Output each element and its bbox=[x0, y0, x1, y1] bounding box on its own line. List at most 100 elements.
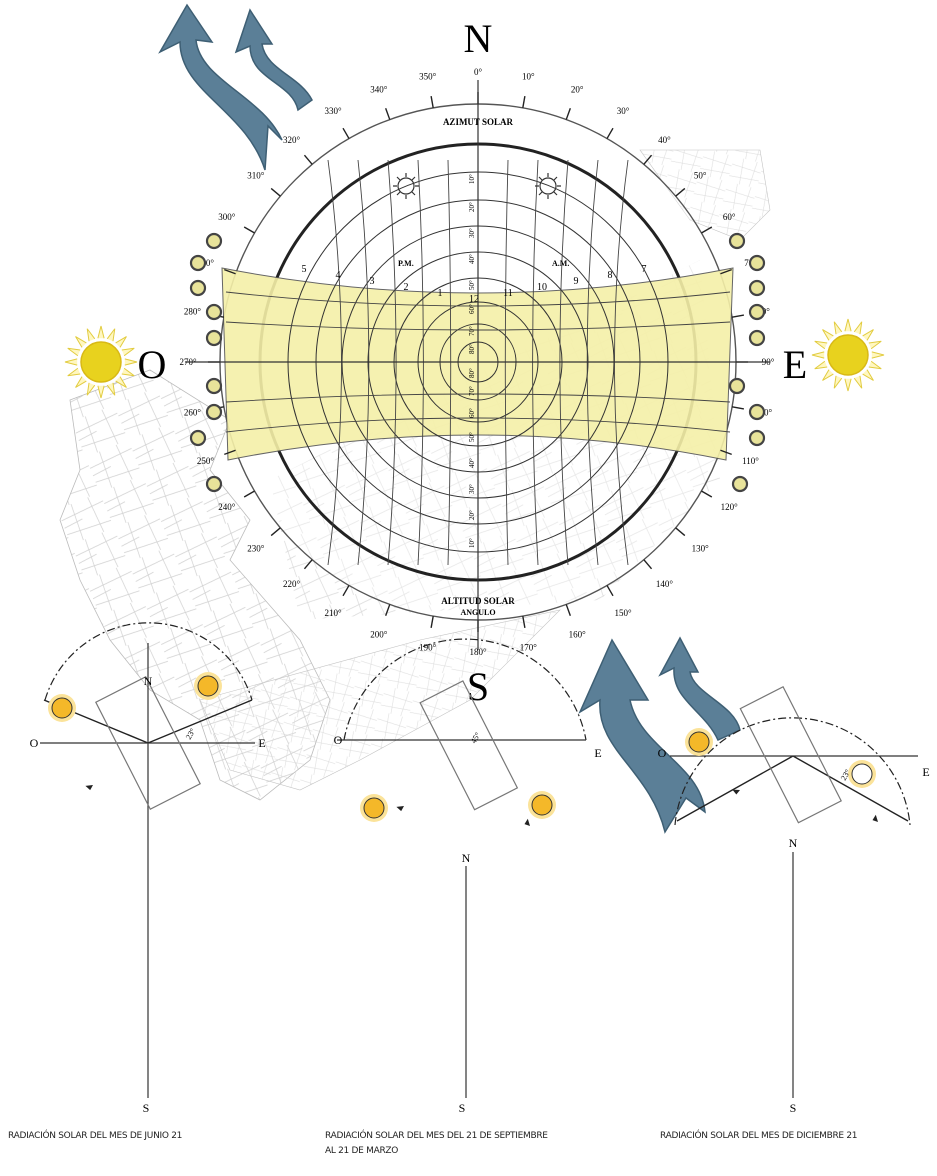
arc-arrowhead bbox=[872, 814, 878, 822]
altitude-tick-label: 30° bbox=[468, 228, 476, 238]
sun-icon bbox=[688, 731, 710, 753]
sun-marker-icon bbox=[731, 475, 749, 493]
azimuth-tick-label: 300° bbox=[218, 212, 236, 222]
sun-ray bbox=[67, 367, 81, 377]
sun-marker-icon bbox=[748, 279, 766, 297]
hour-label: 10 bbox=[537, 282, 547, 293]
sun-marker-icon bbox=[748, 329, 766, 347]
sun-path-arc bbox=[44, 622, 253, 701]
altitude-tick-label: 20° bbox=[468, 202, 476, 212]
altitude-tick-label: 10° bbox=[468, 174, 476, 184]
azimuth-tick bbox=[303, 559, 313, 570]
sun-west-icon bbox=[64, 325, 138, 399]
sun-marker-icon bbox=[189, 429, 207, 447]
azimuth-tick bbox=[384, 108, 391, 120]
azimuth-tick bbox=[342, 585, 350, 597]
building-footprint bbox=[739, 686, 842, 824]
azimuth-tick bbox=[270, 187, 281, 197]
azimuth-tick bbox=[606, 127, 614, 139]
equinox-diagram: 45° N S E O bbox=[334, 638, 602, 1115]
sun-ray bbox=[121, 347, 135, 357]
sun-ray bbox=[106, 328, 116, 342]
sun-ray bbox=[86, 382, 96, 396]
sun-ray bbox=[844, 378, 852, 392]
azimuth-tick-label: 200° bbox=[370, 630, 388, 640]
sun-marker-icon bbox=[748, 303, 766, 321]
azimuth-tick bbox=[522, 615, 526, 629]
azimuth-tick bbox=[224, 449, 236, 456]
azimuth-tick bbox=[731, 314, 745, 318]
caption-june: RADIACIÓN SOLAR DEL MES DE JUNIO 21 bbox=[8, 1131, 183, 1141]
sun-icon bbox=[851, 763, 873, 785]
sun-ray bbox=[814, 340, 828, 350]
cardinal-o: O bbox=[30, 736, 39, 750]
azimuth-tick bbox=[430, 95, 434, 109]
cardinal-e: E bbox=[922, 765, 929, 779]
sun-disc bbox=[80, 341, 122, 383]
cardinal-east: E bbox=[783, 342, 807, 387]
azimuth-tick-label: 30° bbox=[617, 106, 630, 116]
wind-arrows-south bbox=[578, 636, 741, 834]
pm-label: P.M. bbox=[398, 259, 414, 268]
azimuth-tick-label: 150° bbox=[614, 608, 632, 618]
cardinal-south: S bbox=[467, 664, 489, 709]
sun-ray bbox=[868, 340, 882, 350]
altitude-tick-label: 50° bbox=[468, 280, 476, 290]
sun-marker-icon bbox=[189, 279, 207, 297]
altitude-tick-label: 40° bbox=[468, 254, 476, 264]
angle-label: 45° bbox=[469, 731, 482, 745]
sun-ray bbox=[862, 369, 874, 381]
wind-arrow-small-north bbox=[234, 8, 313, 112]
altitude-tick-label: 80° bbox=[468, 344, 476, 354]
hour-label: 4 bbox=[336, 270, 341, 281]
altitude-tick-label: 60° bbox=[468, 408, 476, 418]
cardinal-s: S bbox=[143, 1101, 150, 1115]
sun-ray bbox=[121, 367, 135, 377]
azimuth-tick-label: 60° bbox=[723, 212, 736, 222]
azimuth-tick bbox=[270, 527, 281, 537]
hour-label: 3 bbox=[370, 276, 375, 287]
azimuth-tick bbox=[384, 604, 391, 616]
azimuth-tick bbox=[430, 615, 434, 629]
altitude-tick-label: 50° bbox=[468, 432, 476, 442]
wind-arrow-large-south bbox=[578, 638, 706, 834]
azimuth-tick-label: 140° bbox=[656, 579, 674, 589]
altitude-tick-label: 70° bbox=[468, 386, 476, 396]
sun-ray-line bbox=[147, 699, 253, 744]
sun-marker-icon bbox=[205, 232, 223, 250]
azimuth-tick bbox=[675, 527, 686, 537]
sun-ray bbox=[106, 382, 116, 396]
azimuth-tick-label: 180° bbox=[469, 647, 487, 657]
sun-icon bbox=[363, 797, 385, 819]
hour-label: 7 bbox=[642, 264, 647, 275]
azimuth-tick-label: 20° bbox=[571, 84, 584, 94]
altitude-label: ALTITUD SOLAR bbox=[441, 596, 515, 606]
arc-arrowhead bbox=[524, 818, 530, 826]
sun-marker-icon bbox=[728, 377, 746, 395]
azimuth-tick-label: 340° bbox=[370, 84, 388, 94]
azimuth-tick bbox=[565, 604, 572, 616]
sun-marker-icon bbox=[205, 377, 223, 395]
caption-december: RADIACIÓN SOLAR DEL MES DE DICIEMBRE 21 bbox=[660, 1131, 858, 1141]
azimuth-tick bbox=[701, 226, 713, 234]
sun-ray bbox=[822, 369, 834, 381]
azimuth-tick-label: 170° bbox=[520, 643, 538, 653]
azimuth-tick-label: 160° bbox=[569, 630, 587, 640]
arc-arrowhead bbox=[85, 785, 93, 791]
azimuth-tick-label: 310° bbox=[247, 171, 265, 181]
cardinal-e: E bbox=[594, 746, 601, 760]
azimuth-tick-label: 50° bbox=[694, 171, 707, 181]
altitude-tick-label: 20° bbox=[468, 510, 476, 520]
azimuth-tick bbox=[565, 108, 572, 120]
azimuth-tick bbox=[643, 154, 653, 165]
building-footprint bbox=[419, 680, 519, 811]
sun-ray bbox=[97, 325, 105, 339]
sun-icon bbox=[51, 697, 73, 719]
azimuth-tick bbox=[342, 127, 350, 139]
azimuth-tick bbox=[224, 268, 236, 275]
azimuth-tick-label: 0° bbox=[474, 67, 483, 77]
caption-equinox-line1: RADIACIÓN SOLAR DEL MES DEL 21 DE SEPTIE… bbox=[325, 1131, 548, 1141]
azimuth-tick bbox=[522, 95, 526, 109]
